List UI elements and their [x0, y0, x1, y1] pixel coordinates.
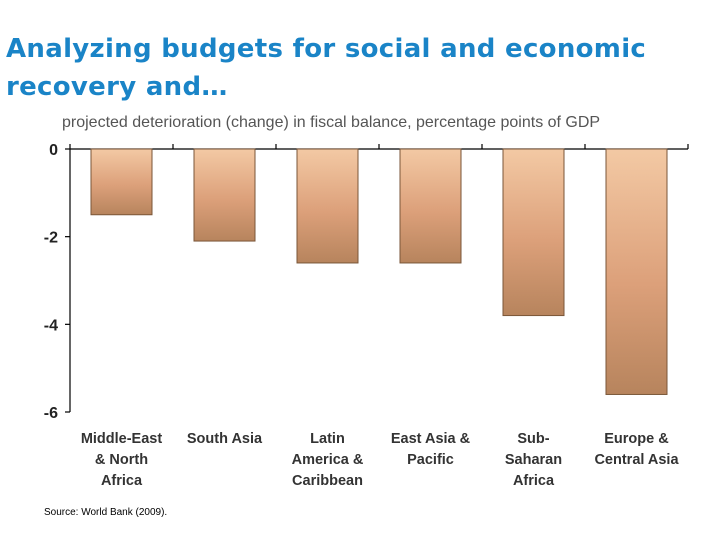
y-tick-label: -2 [44, 230, 58, 247]
x-tick-label: Latin America & Caribbean [292, 431, 364, 489]
bar [399, 148, 462, 264]
slide-title: Analyzing budgets for social and economi… [6, 34, 647, 102]
bar [502, 148, 565, 317]
bar-chart: projected deterioration (change) in fisc… [44, 114, 689, 489]
x-tick-label: South Asia [187, 431, 263, 447]
chart-title: projected deterioration (change) in fisc… [62, 114, 600, 131]
y-axis: 0 -2 -4 -6 [44, 142, 689, 422]
x-tick-label: East Asia & Pacific [391, 431, 471, 468]
bar [605, 148, 668, 395]
source-note: Source: World Bank (2009). [44, 507, 168, 518]
y-tick-label: 0 [49, 142, 58, 159]
y-tick-label: -4 [44, 317, 58, 334]
bar [193, 148, 256, 242]
x-tick-label: Europe & Central Asia [594, 431, 679, 468]
x-tick-label: Middle-East & North Africa [81, 431, 163, 489]
y-tick-label: -6 [44, 405, 58, 422]
x-tick-label: Sub-Saharan Africa [505, 431, 562, 489]
bar [90, 148, 153, 216]
bar [296, 148, 359, 264]
x-axis-labels: Middle-East & North Africa South Asia Latin A… [81, 431, 680, 489]
bars [90, 148, 668, 395]
